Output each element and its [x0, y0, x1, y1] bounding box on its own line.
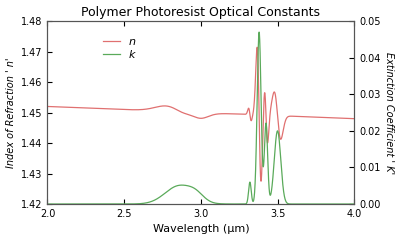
Legend: n, k: n, k [99, 32, 140, 64]
k [257, 31, 262, 34]
k [98, 203, 103, 205]
Line: k: k [48, 32, 354, 204]
k [346, 203, 351, 205]
Title: Polymer Photoresist Optical Constants: Polymer Photoresist Optical Constants [81, 6, 320, 18]
n [346, 117, 351, 120]
n [80, 106, 85, 109]
n [352, 117, 356, 120]
k [45, 203, 50, 205]
Line: n: n [48, 47, 354, 181]
n [176, 109, 181, 112]
X-axis label: Wavelength (μm): Wavelength (μm) [152, 224, 249, 234]
Y-axis label: Index of Refraction ' n': Index of Refraction ' n' [6, 57, 16, 168]
k [313, 203, 318, 205]
k [352, 203, 356, 205]
n [313, 116, 318, 119]
n [255, 46, 260, 49]
n [98, 107, 103, 110]
k [163, 192, 168, 194]
Y-axis label: Extinction Coefficient ' K': Extinction Coefficient ' K' [384, 52, 394, 174]
n [45, 105, 50, 108]
n [163, 104, 168, 107]
k [176, 184, 181, 187]
k [80, 203, 85, 205]
n [259, 180, 264, 183]
